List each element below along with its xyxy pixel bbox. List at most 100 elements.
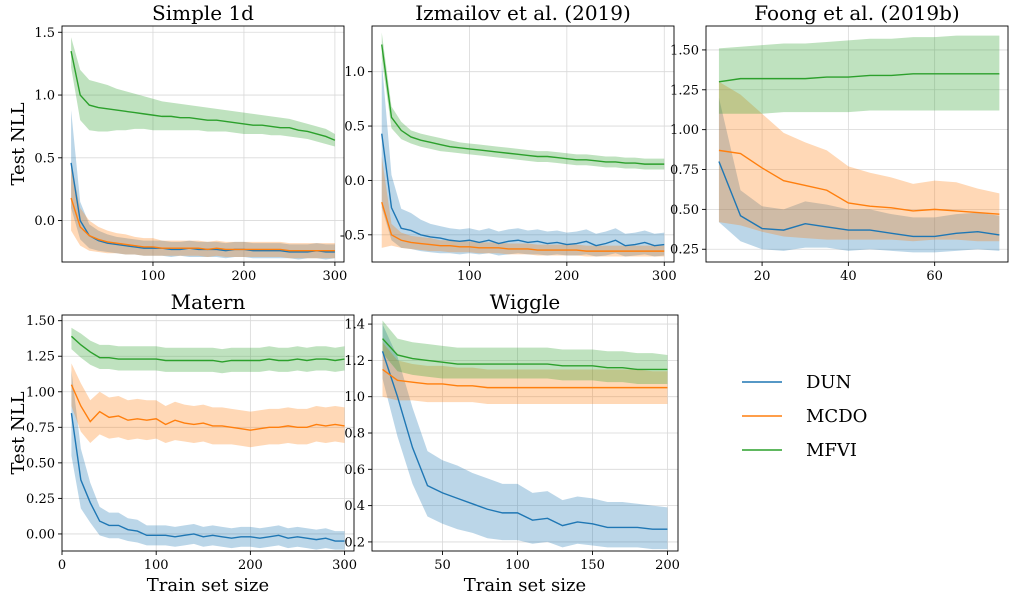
y-tick-label: 1.00 (26, 385, 55, 400)
panel-title: Foong et al. (2019b) (754, 1, 959, 25)
y-tick-label: 0.6 (344, 463, 365, 478)
y-tick-label: 1.00 (670, 123, 699, 138)
y-tick-label: 0.8 (344, 427, 365, 442)
x-tick-label: 100 (457, 269, 482, 284)
y-tick-label: 1.0 (344, 65, 365, 80)
y-tick-label: 0.50 (26, 456, 55, 471)
panel-simple-1d: 100 200 300 0.0 0.5 1.0 1.5 Simple 1d Test NLL (8, 1, 347, 284)
plot-frame (371, 25, 675, 263)
line-dun (381, 133, 665, 247)
panel-foong-et-al-2019b: 20 40 60 0.25 0.50 0.75 1.00 1.25 1.50 Foong et a… (670, 1, 1009, 284)
panel-wiggle: 50 100 150 200 0.2 0.4 0.6 0.8 1.0 1.2 1.4 Wiggle Tr… (344, 290, 680, 596)
x-tick-label: 200 (655, 558, 680, 573)
y-tick-label: 0.25 (670, 243, 699, 258)
legend-label: DUN (806, 372, 851, 393)
line-mcdo (718, 149, 1000, 215)
panel-title: Izmailov et al. (2019) (415, 1, 631, 25)
y-tick-label: 1.2 (344, 354, 365, 369)
legend-label: MFVI (806, 440, 857, 461)
x-tick-label: 0 (58, 558, 66, 573)
x-tick-label: 100 (505, 558, 530, 573)
y-tick-label: 0.5 (34, 151, 55, 166)
panel-title: Wiggle (490, 290, 560, 314)
band-mfvi (382, 320, 668, 384)
line-mfvi (718, 73, 1000, 83)
y-tick-label: 0.0 (34, 214, 55, 229)
band-mcdo (382, 342, 668, 404)
plot-frame (61, 25, 345, 263)
y-tick-label: 1.25 (670, 83, 699, 98)
x-tick-label: 100 (141, 269, 166, 284)
plot-frame (61, 314, 355, 552)
line-dun (381, 351, 668, 530)
legend-item-mfvi: MFVI (742, 440, 857, 461)
x-tick-label: 200 (232, 269, 257, 284)
band-mfvi (718, 35, 1000, 114)
plot-frame (705, 25, 1009, 263)
panel-matern: 0 100 200 300 0.00 0.25 0.50 0.75 1.00 1.25 1.50 Ma… (8, 290, 357, 596)
y-tick-label: 1.0 (344, 390, 365, 405)
x-tick-label: 60 (926, 269, 943, 284)
band-mcdo (71, 363, 345, 448)
x-tick-label: 150 (580, 558, 605, 573)
x-tick-label: 200 (554, 269, 579, 284)
gridlines (372, 315, 678, 551)
band-mfvi (381, 32, 665, 170)
y-tick-label: 1.4 (344, 318, 365, 333)
band-dun (71, 370, 345, 550)
band-dun (71, 110, 335, 260)
legend-item-dun: DUN (742, 372, 851, 393)
y-tick-label: 0.4 (344, 499, 365, 514)
y-tick-label: 1.25 (26, 350, 55, 365)
x-axis-label: Train set size (147, 575, 269, 596)
band-dun (381, 60, 665, 257)
gridlines (62, 26, 344, 262)
x-axis-label: Train set size (464, 575, 586, 596)
x-tick-label: 40 (840, 269, 857, 284)
y-tick-label: 0.50 (670, 203, 699, 218)
y-tick-label: 0.00 (26, 527, 55, 542)
y-tick-label: 0.0 (344, 174, 365, 189)
panel-title: Matern (171, 290, 246, 314)
band-dun (382, 324, 668, 550)
y-tick-label: 0.25 (26, 492, 55, 507)
x-tick-label: 300 (332, 558, 357, 573)
gridlines (61, 315, 354, 551)
panel-izmailov-et-al-2019: 100 200 300 -0.5 0.0 0.5 1.0 Izmailov et al. (2… (340, 1, 677, 284)
x-tick-label: 20 (754, 269, 771, 284)
gridlines (706, 26, 1008, 262)
y-tick-label: -0.5 (340, 228, 365, 243)
line-mcdo (70, 384, 345, 431)
line-mfvi (70, 335, 345, 363)
legend-item-mcdo: MCDO (742, 406, 867, 427)
line-mfvi (70, 50, 336, 141)
x-tick-label: 300 (322, 269, 347, 284)
line-mcdo (382, 368, 668, 389)
x-tick-label: 200 (238, 558, 263, 573)
line-dun (718, 161, 1000, 238)
y-tick-label: 0.75 (670, 163, 699, 178)
band-mfvi (71, 37, 335, 147)
y-axis-label: Test NLL (8, 102, 29, 185)
y-tick-label: 0.2 (344, 535, 365, 550)
band-mcdo (381, 156, 665, 257)
y-tick-label: 0.75 (26, 421, 55, 436)
y-tick-label: 1.5 (34, 26, 55, 41)
line-dun (70, 412, 345, 542)
x-tick-label: 100 (144, 558, 169, 573)
y-axis-label: Test NLL (8, 391, 29, 474)
panel-title: Simple 1d (152, 1, 254, 25)
line-mcdo (70, 197, 335, 252)
y-tick-label: 1.50 (26, 314, 55, 329)
band-mfvi (71, 327, 345, 374)
y-tick-label: 0.5 (344, 120, 365, 135)
band-dun (718, 97, 1000, 253)
line-mfvi (381, 338, 668, 371)
band-mcdo (71, 164, 335, 259)
x-tick-label: 50 (434, 558, 451, 573)
line-mfvi (381, 44, 665, 165)
x-tick-label: 300 (652, 269, 677, 284)
y-tick-label: 1.0 (34, 89, 55, 104)
band-mcdo (718, 81, 1000, 242)
